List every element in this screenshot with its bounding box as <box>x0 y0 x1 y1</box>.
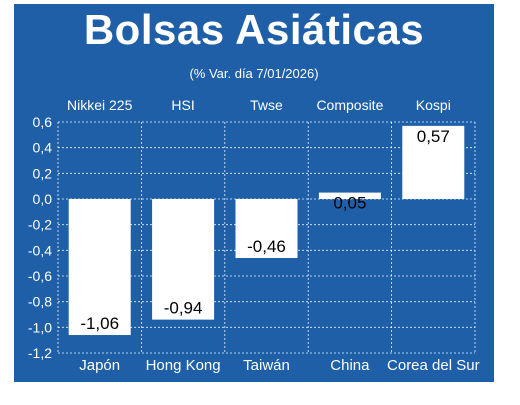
y-tick-label: -0,2 <box>28 217 52 233</box>
chart-subtitle: (% Var. día 7/01/2026) <box>189 66 319 81</box>
bar <box>402 125 465 199</box>
data-label: 0,05 <box>333 194 366 213</box>
data-label: -0,46 <box>247 237 286 256</box>
x-tick-label: Hong Kong <box>146 357 221 374</box>
bar <box>318 192 381 199</box>
index-label: Kospi <box>416 97 451 113</box>
x-tick-label: Taiwán <box>243 357 290 374</box>
index-label: Composite <box>316 97 383 113</box>
index-label: HSI <box>171 97 194 113</box>
data-label: 0,57 <box>417 127 450 146</box>
index-label: Nikkei 225 <box>67 97 133 113</box>
chart-title: Bolsas Asiáticas <box>83 6 425 53</box>
bar <box>152 199 215 320</box>
y-tick-label: 0,2 <box>33 165 53 181</box>
y-tick-label: -1,0 <box>28 319 52 335</box>
data-label: -0,94 <box>164 299 203 318</box>
index-label: Twse <box>250 97 283 113</box>
y-tick-label: -0,8 <box>28 294 52 310</box>
y-tick-label: 0,4 <box>33 140 53 156</box>
bar <box>68 199 131 336</box>
label-layer: 0,6 0,4 0,2 0,0 -0,2 -0,4 -0,6 -0,8 -1,0 -1,2 -1,0… <box>28 97 480 374</box>
x-tick-label: Japón <box>79 357 120 374</box>
data-label: -1,06 <box>80 314 119 333</box>
x-tick-label: China <box>330 357 370 374</box>
y-tick-label: 0,0 <box>33 191 53 207</box>
bar-layer <box>68 125 465 336</box>
y-tick-label: -0,4 <box>28 242 52 258</box>
y-tick-label: -0,6 <box>28 268 52 284</box>
y-tick-label: 0,6 <box>33 114 53 130</box>
bar <box>235 199 298 259</box>
y-tick-label: -1,2 <box>28 345 52 361</box>
x-tick-label: Corea del Sur <box>387 357 480 374</box>
